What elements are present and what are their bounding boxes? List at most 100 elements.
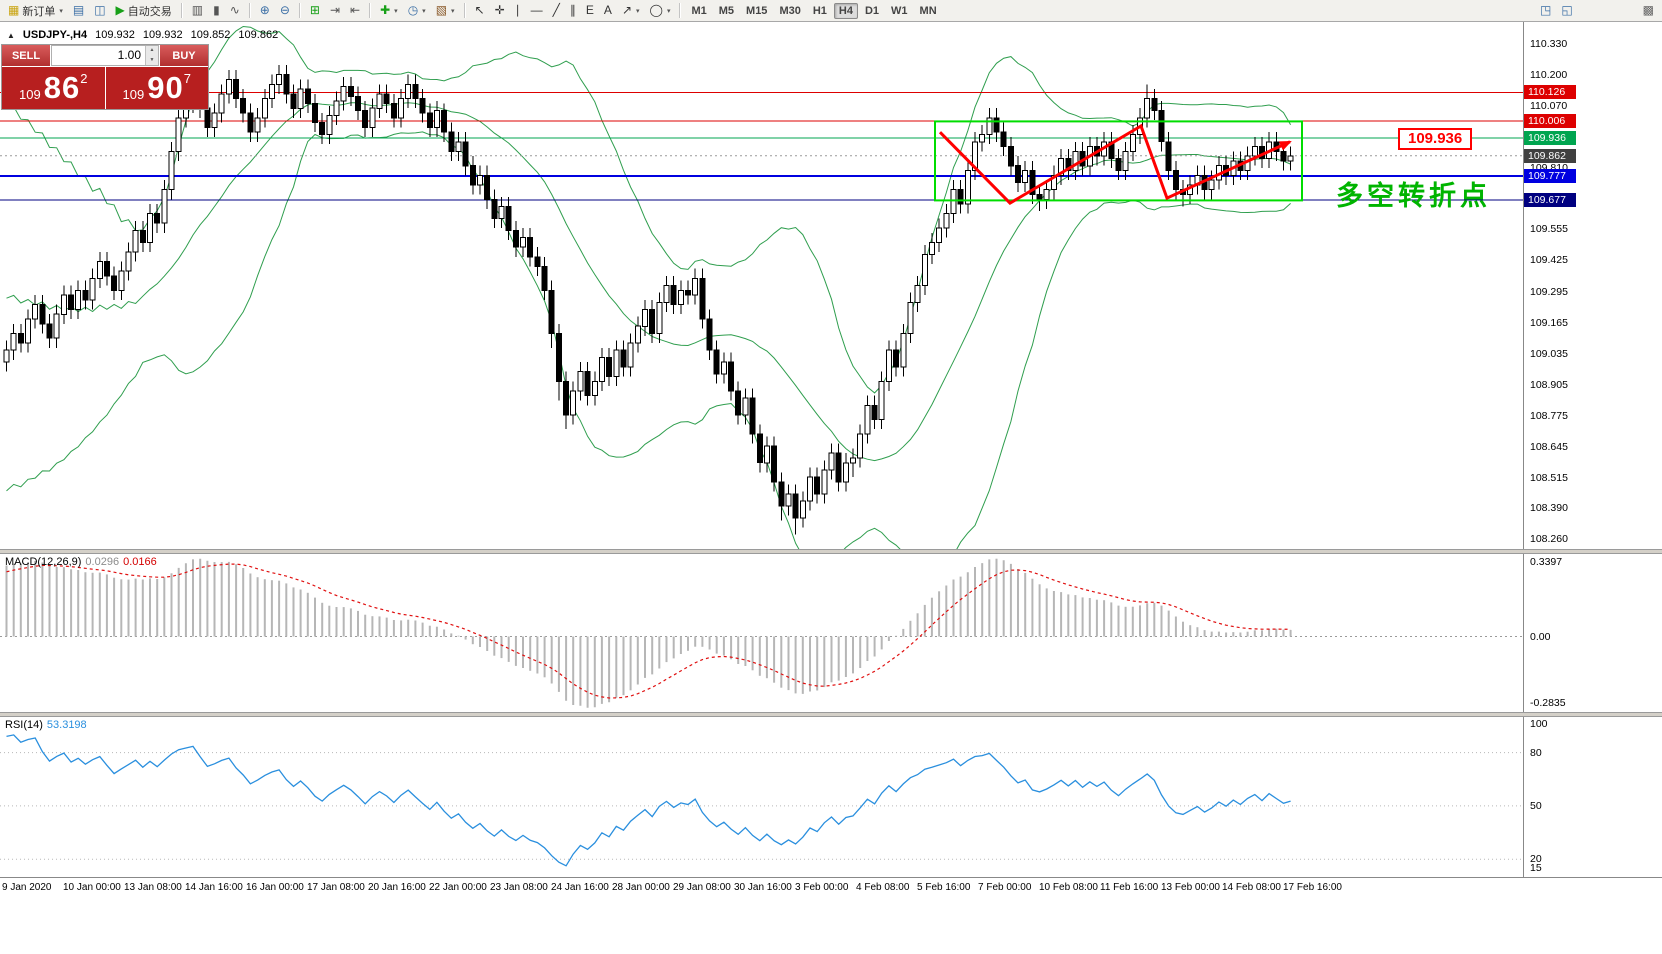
volume-field[interactable]: 1.00 ▲ ▼	[51, 45, 159, 66]
candlestick-chart-button[interactable]: ▮	[209, 2, 224, 19]
line-chart-button[interactable]: ∿	[226, 2, 244, 19]
bar-chart-button[interactable]: ▥	[188, 2, 207, 19]
timeframe-m15-button[interactable]: M15	[741, 3, 772, 19]
symbol-name: USDJPY-,H4	[22, 29, 88, 41]
periods-button[interactable]: ◷ ▾	[404, 2, 430, 19]
timeframe-mn-button[interactable]: MN	[915, 3, 942, 19]
new-order-button-label: 新订单	[22, 5, 56, 18]
timeframe-h1-button[interactable]: H1	[808, 3, 832, 19]
macd-name: MACD(12,26,9)	[5, 556, 82, 568]
templates-button[interactable]: ▧ ▾	[432, 2, 459, 19]
timeframe-m5-button[interactable]: M5	[714, 3, 739, 19]
ohlc-high: 109.932	[142, 29, 183, 41]
dropdown-caret-icon: ▾	[666, 7, 671, 15]
chart-shift-button[interactable]: ⇤	[346, 2, 364, 19]
dock-window-icon: ◳	[1539, 3, 1552, 17]
autotrading-button[interactable]: ▶ 自动交易	[112, 1, 176, 21]
time-axis-label: 4 Feb 08:00	[856, 882, 910, 893]
fibonacci-button[interactable]: E	[582, 2, 598, 19]
buy-price-button[interactable]: 109 90 7	[105, 67, 208, 109]
pane-separator[interactable]	[0, 549, 1662, 554]
horizontal-line-button[interactable]: ―	[527, 2, 547, 19]
time-axis[interactable]: 9 Jan 2020 10 Jan 00:00 13 Jan 08:00 14 Jan…	[0, 877, 1662, 900]
shapes-button[interactable]: ◯ ▾	[646, 2, 675, 19]
timeframe-m30-button[interactable]: M30	[774, 3, 805, 19]
text-button[interactable]: A	[600, 2, 616, 19]
macd-pane[interactable]: MACD(12,26,9) 0.0296 0.0166 0.3397 0.00 -0.2…	[0, 554, 1662, 712]
channel-icon: ∥	[569, 3, 576, 17]
volume-input[interactable]: 1.00	[117, 48, 141, 62]
price-tick: 108.515	[1530, 472, 1568, 485]
price-line-label: 109.777	[1524, 169, 1576, 183]
timeframe-w1-button[interactable]: W1	[886, 3, 913, 19]
crosshair-button[interactable]: ✛	[491, 2, 509, 19]
price-line-label: 109.936	[1524, 130, 1576, 145]
crosshair-icon: ✛	[494, 3, 505, 17]
periods-icon: ◷	[407, 3, 419, 17]
time-axis-label: 24 Jan 16:00	[551, 882, 609, 893]
volume-up-button[interactable]: ▲	[146, 46, 158, 56]
dock-window-button[interactable]: ◳	[1536, 2, 1555, 19]
zoom-in-icon: ⊕	[259, 3, 270, 17]
time-axis-label: 16 Jan 00:00	[246, 882, 304, 893]
restore-window-button[interactable]: ◱	[1557, 2, 1576, 19]
time-axis-label: 5 Feb 16:00	[917, 882, 971, 893]
buy-button[interactable]: BUY	[160, 45, 208, 66]
time-axis-label: 3 Feb 00:00	[795, 882, 849, 893]
chart-window-button[interactable]: ▤	[69, 2, 88, 19]
bottom-filler	[0, 900, 1662, 954]
autotrading-button-label: 自动交易	[127, 5, 172, 18]
price-tick: 109.295	[1530, 285, 1568, 298]
volume-down-button[interactable]: ▼	[146, 55, 158, 65]
sell-button[interactable]: SELL	[2, 45, 50, 66]
macd-scale-label: 0.00	[1530, 630, 1551, 643]
price-tick: 108.645	[1530, 441, 1568, 454]
rsi-scale-label: 15	[1530, 862, 1542, 875]
rectangle-annotation	[934, 120, 1303, 202]
tile-windows-button[interactable]: ⊞	[306, 2, 324, 19]
channel-button[interactable]: ∥	[566, 2, 580, 19]
timeframe-h4-button[interactable]: H4	[833, 2, 858, 19]
dropdown-caret-icon: ▾	[636, 7, 640, 15]
pane-separator[interactable]	[0, 712, 1662, 717]
price-tick: 108.905	[1530, 378, 1568, 391]
trendline-button[interactable]: ╱	[549, 2, 564, 19]
rsi-label: RSI(14) 53.3198	[5, 719, 87, 731]
main-chart-pane[interactable]: ▲ USDJPY-,H4 109.932 109.932 109.852 109…	[0, 22, 1662, 549]
time-axis-label: 14 Feb 08:00	[1222, 882, 1281, 893]
profile-button[interactable]: ◫	[90, 2, 109, 19]
zoom-out-button[interactable]: ⊖	[276, 2, 294, 19]
price-tick: 109.425	[1530, 254, 1568, 267]
macd-label: MACD(12,26,9) 0.0296 0.0166	[5, 556, 157, 568]
rsi-scale-label: 80	[1530, 746, 1542, 759]
time-axis-label: 13 Jan 08:00	[124, 882, 182, 893]
zoom-in-button[interactable]: ⊕	[256, 2, 274, 19]
timeframe-m1-button[interactable]: M1	[686, 3, 711, 19]
cursor-button[interactable]: ↖	[471, 2, 489, 19]
macd-value-main: 0.0296	[85, 556, 120, 568]
new-order-button[interactable]: ▦ 新订单 ▾	[4, 1, 67, 21]
main-chart-svg[interactable]	[0, 22, 1523, 549]
rsi-pane[interactable]: RSI(14) 53.3198 100 80 50 20 15	[0, 717, 1662, 877]
time-axis-label: 14 Jan 16:00	[185, 882, 243, 893]
timeframe-d1-button[interactable]: D1	[860, 3, 884, 19]
one-click-trading-panel: SELL 1.00 ▲ ▼ BUY 109 86 2 109 90 7	[1, 44, 209, 110]
price-tick: 108.260	[1530, 533, 1568, 546]
arrows-button[interactable]: ↗ ▾	[618, 2, 644, 19]
note-annotation: 多空转折点	[1336, 181, 1491, 211]
time-axis-label: 13 Feb 00:00	[1161, 882, 1220, 893]
trendline-icon: ╱	[552, 3, 560, 17]
macd-scale-label: -0.2835	[1530, 697, 1566, 709]
new-order-icon: ▦	[8, 3, 20, 17]
rsi-line	[6, 734, 1291, 867]
sell-price-button[interactable]: 109 86 2	[2, 67, 105, 109]
rsi-scale-label: 20	[1530, 853, 1542, 866]
vertical-line-button[interactable]: ∣	[511, 2, 525, 19]
panel-list-button[interactable]: ▩	[1639, 2, 1658, 19]
buy-price-big: 90	[147, 70, 184, 105]
indicators-button[interactable]: ✚ ▾	[376, 2, 402, 19]
auto-scroll-button[interactable]: ⇥	[326, 2, 344, 19]
panel-expander-icon[interactable]: ▲	[7, 30, 15, 40]
sell-price-big: 86	[43, 70, 81, 105]
